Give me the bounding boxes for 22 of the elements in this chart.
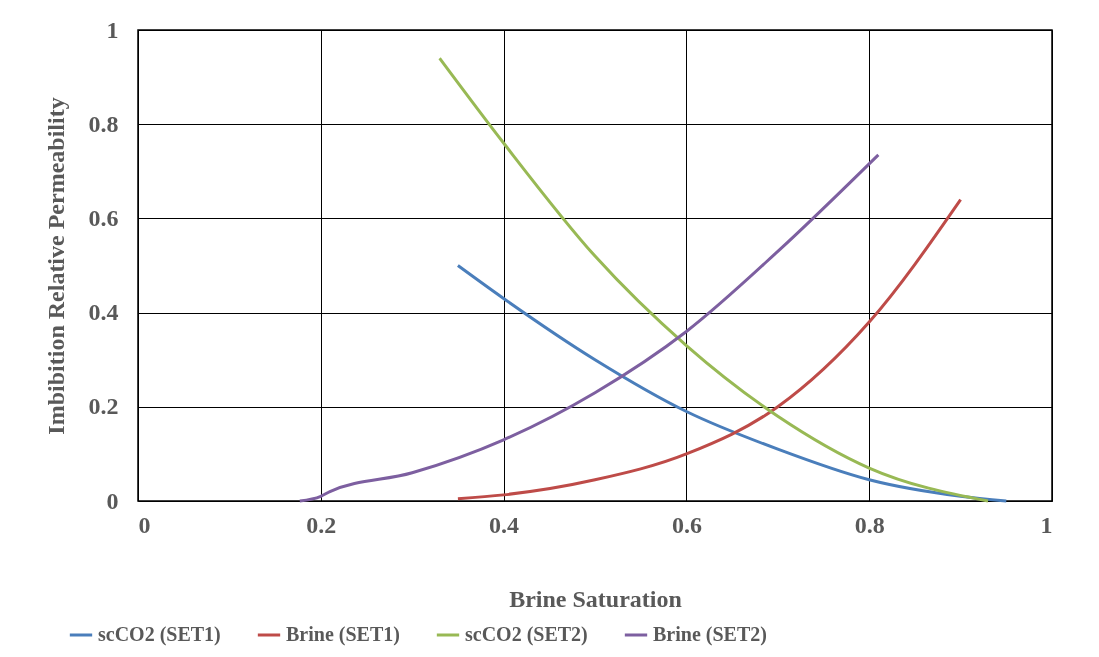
x-tick-label: 0.8: [854, 511, 885, 538]
y-tick-label: 0.2: [88, 393, 119, 420]
x-tick-label: 0.2: [306, 511, 337, 538]
x-tick-label: 0: [138, 511, 151, 538]
y-tick-label: 0.6: [88, 204, 119, 231]
legend-label: Brine (SET2): [653, 623, 767, 646]
line-series: [438, 56, 990, 503]
y-tick-label: 0: [106, 487, 119, 514]
y-tick-label: 1: [106, 16, 119, 43]
legend-label: Brine (SET1): [286, 623, 400, 646]
x-tick-label: 1: [1040, 511, 1053, 538]
line-series: [298, 153, 880, 503]
x-tick-label: 0.4: [489, 511, 520, 538]
y-tick-label: 0.8: [88, 110, 119, 137]
x-tick-label: 0.6: [671, 511, 702, 538]
line-series: [456, 198, 963, 501]
y-axis-title: Imbibition Relative Permeability: [42, 97, 69, 435]
line-series: [456, 264, 1008, 503]
legend-label: scCO2 (SET1): [98, 623, 221, 646]
legend-label: scCO2 (SET2): [465, 623, 588, 646]
y-tick-label: 0.4: [88, 299, 119, 326]
x-axis-title: Brine Saturation: [509, 585, 682, 612]
